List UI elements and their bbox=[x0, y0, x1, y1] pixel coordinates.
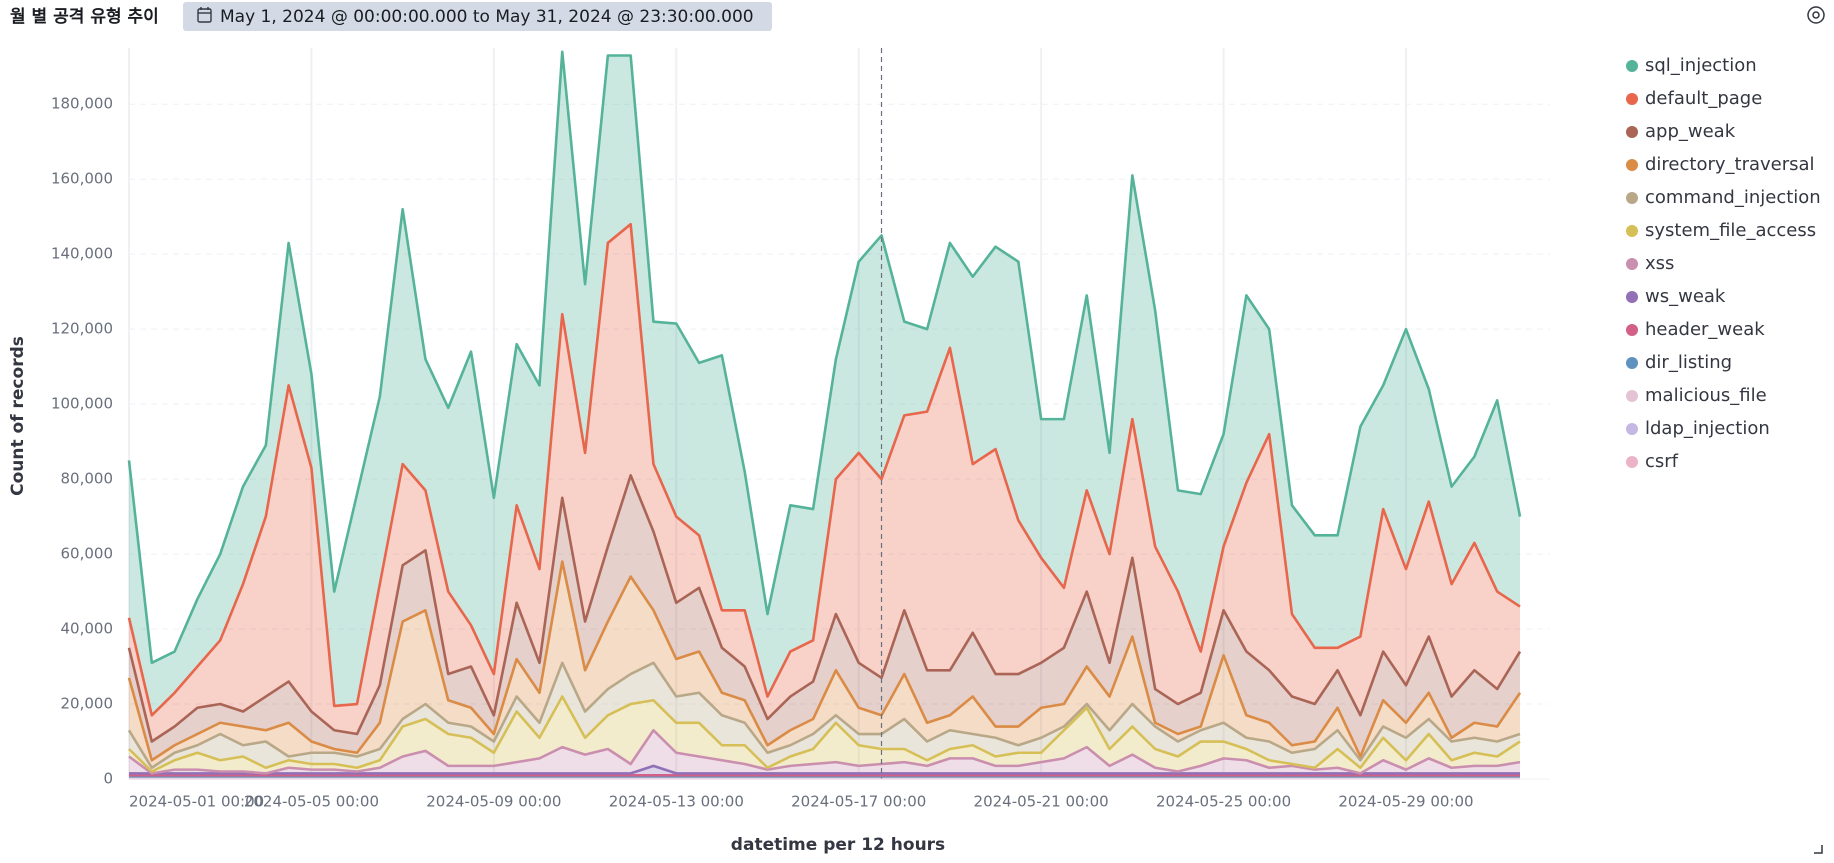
legend-label: malicious_file bbox=[1645, 385, 1767, 406]
legend-swatch bbox=[1626, 225, 1638, 237]
area-line bbox=[128, 695, 1521, 773]
y-tick-label: 100,000 bbox=[51, 395, 113, 413]
resize-handle[interactable] bbox=[1814, 845, 1823, 854]
y-tick-label: 60,000 bbox=[61, 545, 114, 563]
legend-label: header_weak bbox=[1645, 319, 1765, 340]
y-axis-title: Count of records bbox=[8, 336, 28, 496]
date-range[interactable]: May 1, 2024 @ 00:00:00.000 to May 31, 20… bbox=[220, 7, 754, 27]
legend-label: dir_listing bbox=[1645, 352, 1732, 373]
legend-swatch bbox=[1626, 357, 1638, 369]
area-fill bbox=[129, 730, 1520, 774]
area-line bbox=[128, 728, 1521, 775]
panel-title: 월 별 공격 유형 추이 bbox=[10, 6, 159, 27]
legend-label: default_page bbox=[1645, 88, 1762, 109]
area-fill bbox=[129, 51, 1520, 716]
x-tick-label: 2024-05-21 00:00 bbox=[974, 793, 1109, 811]
legend-swatch bbox=[1626, 126, 1638, 138]
area-line bbox=[129, 764, 1520, 775]
y-tick-label: 80,000 bbox=[61, 470, 114, 488]
area-line bbox=[127, 661, 1521, 770]
y-tick-label: 40,000 bbox=[61, 620, 114, 638]
legend-label: app_weak bbox=[1645, 121, 1736, 142]
y-tick-label: 0 bbox=[103, 770, 113, 788]
legend-swatch bbox=[1626, 423, 1638, 435]
legend-label: directory_traversal bbox=[1645, 154, 1815, 175]
legend-label: command_injection bbox=[1645, 187, 1821, 208]
legend-swatch bbox=[1626, 258, 1638, 270]
x-tick-label: 2024-05-13 00:00 bbox=[609, 793, 744, 811]
x-axis-title: datetime per 12 hours bbox=[731, 835, 945, 855]
legend-swatch bbox=[1626, 291, 1638, 303]
area-fill bbox=[129, 696, 1520, 774]
legend-label: ldap_injection bbox=[1645, 418, 1770, 439]
calendar-icon bbox=[197, 7, 212, 23]
area-line bbox=[127, 560, 1522, 762]
area-line bbox=[127, 222, 1521, 717]
legend-label: csrf bbox=[1645, 451, 1679, 472]
legend-swatch bbox=[1626, 192, 1638, 204]
area-fill bbox=[129, 224, 1520, 742]
legend-swatch bbox=[1626, 60, 1638, 72]
legend-label: system_file_access bbox=[1645, 220, 1816, 241]
y-tick-label: 20,000 bbox=[61, 695, 114, 713]
legend-label: sql_injection bbox=[1645, 55, 1757, 76]
x-tick-label: 2024-05-09 00:00 bbox=[426, 793, 561, 811]
y-tick-label: 160,000 bbox=[51, 170, 113, 188]
legend-swatch bbox=[1626, 390, 1638, 402]
x-tick-label: 2024-05-05 00:00 bbox=[244, 793, 379, 811]
legend-swatch bbox=[1626, 324, 1638, 336]
area-fill bbox=[129, 662, 1520, 772]
area-line bbox=[127, 474, 1522, 743]
legend-swatch bbox=[1626, 456, 1638, 468]
x-tick-label: 2024-05-01 00:00 bbox=[129, 793, 264, 811]
x-tick-label: 2024-05-17 00:00 bbox=[791, 793, 926, 811]
area-fill bbox=[129, 475, 1520, 761]
x-tick-label: 2024-05-25 00:00 bbox=[1156, 793, 1291, 811]
y-tick-label: 120,000 bbox=[51, 320, 113, 338]
settings-icon[interactable] bbox=[1807, 6, 1825, 24]
date-range-pill[interactable] bbox=[183, 2, 772, 31]
x-tick-label: 2024-05-29 00:00 bbox=[1338, 793, 1473, 811]
legend-swatch bbox=[1626, 93, 1638, 105]
area-line bbox=[127, 50, 1522, 665]
legend-label: ws_weak bbox=[1645, 286, 1726, 307]
y-tick-label: 140,000 bbox=[51, 245, 113, 263]
legend-label: xss bbox=[1645, 253, 1674, 274]
y-tick-label: 180,000 bbox=[51, 95, 113, 113]
legend-swatch bbox=[1626, 159, 1638, 171]
